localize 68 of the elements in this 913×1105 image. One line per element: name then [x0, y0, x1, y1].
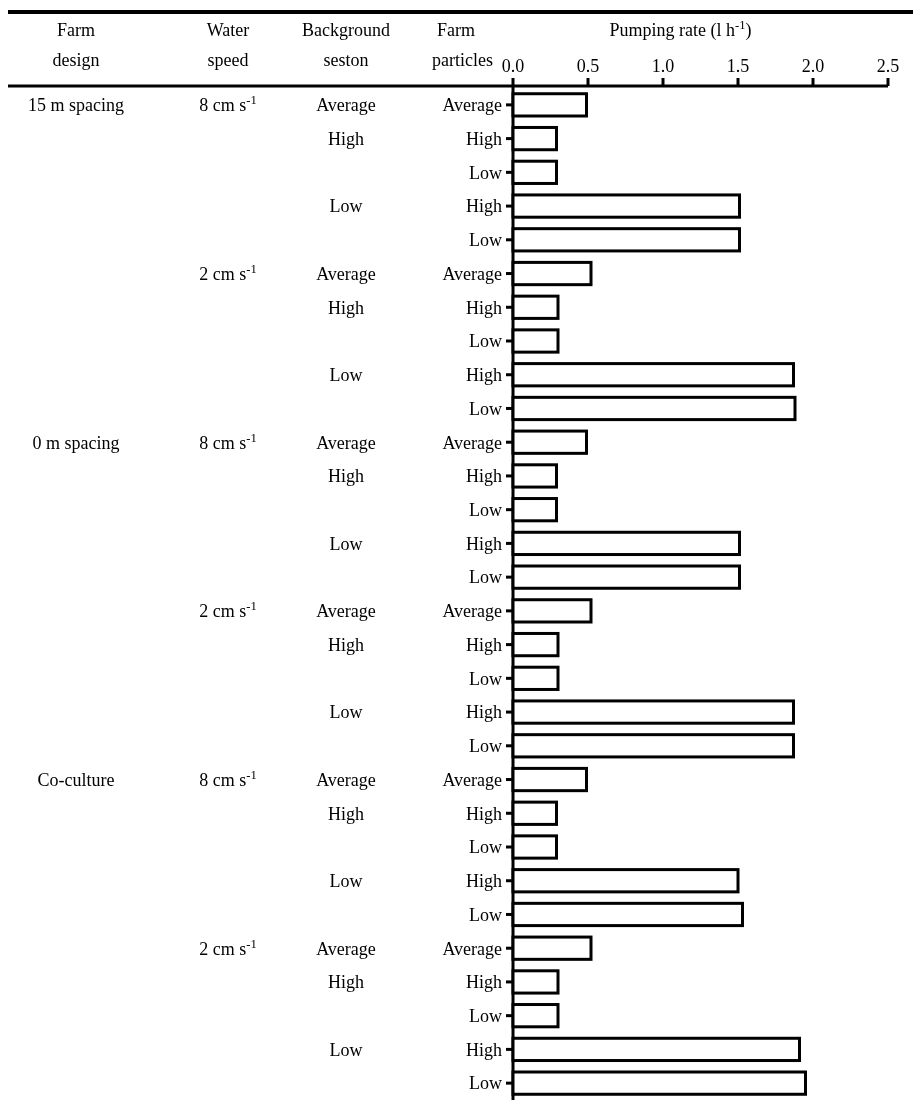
- y-tick-label: Low: [469, 904, 502, 925]
- text: High: [328, 128, 364, 149]
- y-tick-label: High: [466, 871, 502, 892]
- y-tick-label: High: [466, 634, 502, 655]
- x-tick-label: 2.0: [801, 56, 825, 76]
- text: Farm design: [52, 20, 100, 70]
- y-tick-label: High: [466, 196, 502, 217]
- x-tick-label: 2.5: [876, 56, 900, 76]
- y-axis-title: Farm particles: [432, 20, 493, 70]
- y-tick-label: Low: [469, 499, 502, 520]
- y-tick-label: Average: [442, 601, 503, 622]
- text: High: [328, 972, 364, 993]
- text: 2 cm s$^{-1}$: [199, 261, 257, 284]
- text: 8 cm s$^{-1}$: [199, 767, 257, 790]
- text: High: [328, 634, 364, 655]
- text: 8 cm s$^{-1}$: [199, 93, 257, 116]
- y-tick-label: High: [466, 365, 502, 386]
- y-tick-label: Low: [469, 1073, 502, 1094]
- x-axis-title: Pumping rate (l h$^{-1}$): [609, 18, 752, 41]
- y-tick-label: High: [466, 466, 502, 487]
- text: Background seston: [302, 20, 390, 70]
- text: Average: [316, 769, 376, 790]
- text: 2 cm s$^{-1}$: [199, 599, 257, 622]
- text: Low: [329, 533, 363, 554]
- y-tick-label: High: [466, 533, 502, 554]
- y-tick-label: Low: [469, 162, 502, 183]
- y-tick-label: High: [466, 803, 502, 824]
- text: Average: [316, 938, 376, 959]
- x-tick-label: 1.5: [726, 56, 750, 76]
- y-tick-label: Low: [469, 837, 502, 858]
- text: Low: [329, 365, 363, 386]
- text: Low: [329, 1039, 363, 1060]
- y-tick-label: Average: [442, 938, 503, 959]
- y-tick-label: Low: [469, 1005, 502, 1026]
- text: High: [328, 297, 364, 318]
- y-tick-label: High: [466, 1039, 502, 1060]
- y-tick-label: Low: [469, 398, 502, 419]
- text: Average: [316, 263, 376, 284]
- text: 0 m spacing: [32, 432, 120, 453]
- y-tick-label: High: [466, 297, 502, 318]
- text: Average: [316, 95, 376, 116]
- text: Low: [329, 871, 363, 892]
- y-tick-label: Average: [442, 769, 503, 790]
- y-tick-label: High: [466, 972, 502, 993]
- text: High: [328, 466, 364, 487]
- y-tick-label: Low: [469, 668, 502, 689]
- y-tick-label: Low: [469, 230, 502, 251]
- y-tick-label: Low: [469, 567, 502, 588]
- text: Average: [316, 601, 376, 622]
- y-tick-label: Low: [469, 331, 502, 352]
- text: Low: [329, 196, 363, 217]
- x-tick-label: 0.0: [501, 56, 525, 76]
- x-tick-label: 0.5: [576, 56, 600, 76]
- y-tick-label: High: [466, 128, 502, 149]
- text: Co-culture: [37, 769, 115, 790]
- text: Water speed: [206, 20, 250, 70]
- y-tick-label: Average: [442, 263, 503, 284]
- text: Low: [329, 702, 363, 723]
- y-tick-label: Average: [442, 95, 503, 116]
- y-tick-label: Low: [469, 736, 502, 757]
- text: 15 m spacing: [28, 95, 124, 116]
- y-tick-label: High: [466, 702, 502, 723]
- text: High: [328, 803, 364, 824]
- text: 2 cm s$^{-1}$: [199, 936, 257, 959]
- y-tick-label: Average: [442, 432, 503, 453]
- text: 8 cm s$^{-1}$: [199, 430, 257, 453]
- x-tick-label: 1.0: [651, 56, 675, 76]
- text: Average: [316, 432, 376, 453]
